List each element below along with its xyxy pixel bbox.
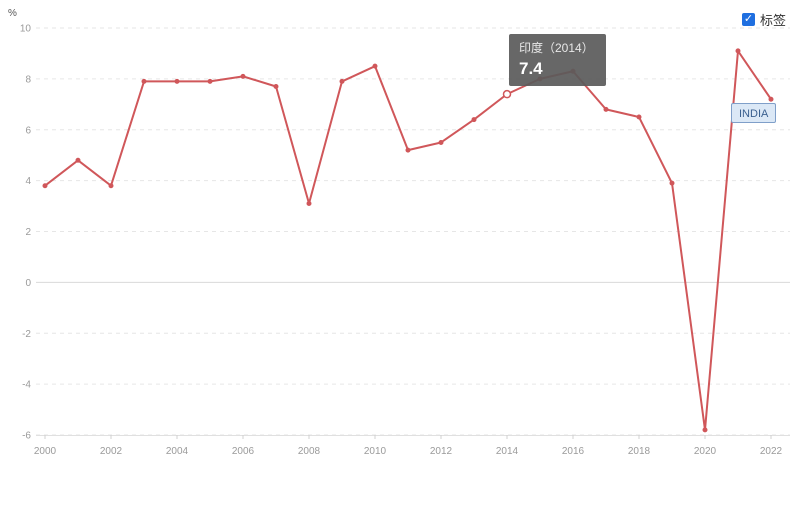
x-tick-label: 2006 bbox=[232, 446, 255, 457]
data-point bbox=[603, 106, 609, 112]
y-tick-label: 4 bbox=[25, 176, 31, 187]
tooltip-title: 印度（2014） bbox=[519, 41, 594, 55]
y-tick-label: 8 bbox=[25, 74, 31, 85]
tooltip-value: 7.4 bbox=[519, 59, 543, 78]
y-tick-label: 2 bbox=[25, 227, 31, 238]
y-tick-label: -4 bbox=[22, 380, 31, 391]
x-tick-label: 2012 bbox=[430, 446, 453, 457]
data-point bbox=[636, 114, 642, 120]
x-tick-label: 2014 bbox=[496, 446, 519, 457]
data-point bbox=[42, 183, 48, 189]
data-point bbox=[339, 78, 345, 84]
series-line-india bbox=[44, 49, 772, 431]
x-tick-label: 2002 bbox=[100, 446, 123, 457]
x-tick-label: 2018 bbox=[628, 446, 651, 457]
data-point bbox=[702, 427, 708, 433]
data-point bbox=[768, 96, 774, 102]
data-point bbox=[306, 201, 312, 207]
x-tick-label: 2004 bbox=[166, 446, 189, 457]
series-label-india: INDIA bbox=[731, 103, 777, 123]
legend-checkbox[interactable]: ✓ bbox=[741, 13, 755, 26]
data-point bbox=[273, 84, 279, 90]
y-tick-label: 0 bbox=[25, 278, 31, 289]
y-tick-label: -6 bbox=[22, 431, 31, 442]
data-point bbox=[108, 183, 114, 189]
data-point bbox=[240, 73, 246, 79]
y-tick-label: 6 bbox=[25, 125, 31, 136]
data-point bbox=[141, 78, 147, 84]
y-tick-label: 10 bbox=[20, 24, 32, 35]
legend-label: 标签 bbox=[759, 13, 786, 28]
data-tooltip: 印度（2014） 7.4 bbox=[509, 34, 606, 86]
data-point bbox=[438, 139, 444, 145]
x-tick-label: 2016 bbox=[562, 446, 585, 457]
data-point bbox=[207, 78, 213, 84]
x-tick-label: 2020 bbox=[694, 446, 717, 457]
data-point bbox=[502, 89, 512, 99]
data-point bbox=[75, 157, 81, 163]
y-unit-label: % bbox=[8, 8, 17, 19]
x-tick-label: 2022 bbox=[760, 446, 783, 457]
data-point bbox=[174, 78, 180, 84]
data-point bbox=[471, 117, 477, 123]
legend-toggle[interactable]: ✓ 标签 bbox=[741, 10, 786, 29]
y-tick-label: -2 bbox=[22, 329, 31, 340]
x-tick-label: 2008 bbox=[298, 446, 321, 457]
data-point bbox=[735, 48, 741, 54]
data-point bbox=[372, 63, 378, 69]
x-tick-label: 2010 bbox=[364, 446, 387, 457]
data-point bbox=[405, 147, 411, 153]
data-point bbox=[669, 180, 675, 186]
x-tick-label: 2000 bbox=[34, 446, 57, 457]
